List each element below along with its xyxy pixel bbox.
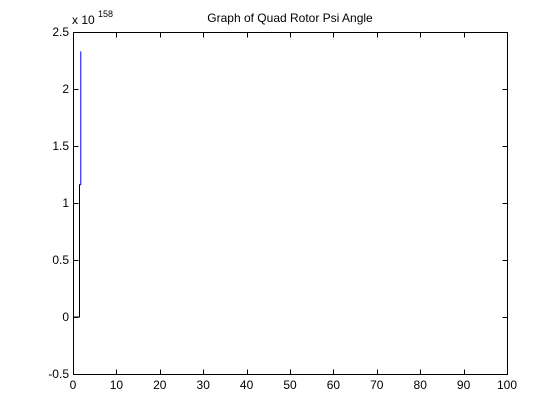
- x-tick-label: 40: [240, 378, 254, 392]
- x-tick-label: 30: [197, 378, 211, 392]
- series-line-1: [73, 184, 81, 318]
- y-tick-label: 1: [62, 196, 69, 210]
- x-tick-label: 70: [370, 378, 384, 392]
- x-tick-label: 60: [327, 378, 341, 392]
- series-lines: [73, 51, 82, 318]
- x-tick-label: 20: [153, 378, 167, 392]
- x-tick-label: 50: [283, 378, 297, 392]
- x-tick-label: 80: [414, 378, 428, 392]
- y-axis-exponent: x 10 158: [72, 9, 113, 27]
- x-tick-label: 0: [70, 378, 77, 392]
- x-tick-label: 90: [457, 378, 471, 392]
- chart-title: Graph of Quad Rotor Psi Angle: [207, 11, 373, 25]
- y-tick-label: 2.5: [52, 25, 69, 39]
- x-tick-label: 100: [497, 378, 517, 392]
- y-axis-exponent-power: 158: [98, 9, 113, 19]
- y-axis-exponent-base: x 10: [72, 13, 95, 27]
- y-tick-label: -0.5: [48, 367, 69, 381]
- y-tick-label: 0: [62, 310, 69, 324]
- y-tick-label: 0.5: [52, 253, 69, 267]
- y-tick-label: 2: [62, 82, 69, 96]
- y-axis-ticks: -0.5 0 0.5 1 1.5 2 2.5: [48, 25, 508, 381]
- x-tick-label: 10: [110, 378, 124, 392]
- x-axis-ticks: 0 10 20 30 40 50 60 70 80 90 100: [70, 32, 517, 392]
- y-tick-label: 1.5: [52, 139, 69, 153]
- plot-area: [73, 32, 508, 375]
